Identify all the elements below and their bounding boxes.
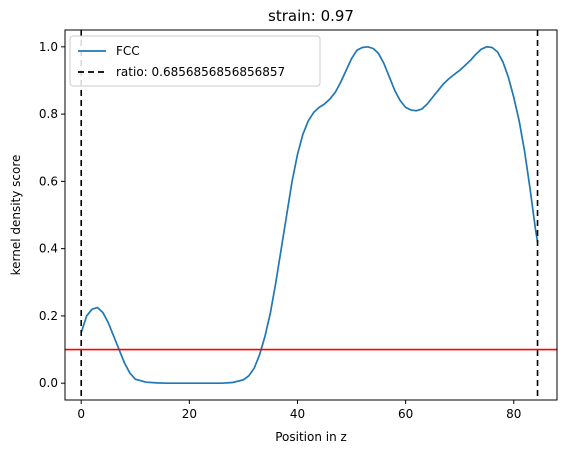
x-axis-label: Position in z [275,430,347,444]
y-tick-label: 0.2 [39,309,58,323]
series-line-fcc [80,45,539,385]
plot-data-group [65,30,557,400]
y-axis-label: kernel density score [9,155,23,276]
x-tick-label: 40 [290,407,305,421]
plot-area: 0 20 40 60 80 0.0 0.2 0.4 0.6 0.8 1.0 [39,29,558,421]
legend: FCC ratio: 0.6856856856856857 [69,35,321,87]
x-tick-label: 80 [506,407,521,421]
legend-box [69,35,321,87]
x-tick-label: 60 [398,407,413,421]
legend-label-ratio: ratio: 0.6856856856856857 [116,65,285,79]
axes-frame [64,29,558,401]
chart-title: strain: 0.97 [268,7,354,25]
x-tick-label: 0 [77,407,85,421]
y-tick-label: 1.0 [39,40,58,54]
y-tick-label: 0.0 [39,376,58,390]
x-tick-label: 20 [182,407,197,421]
y-tick-label: 0.8 [39,107,58,121]
y-tick-label: 0.6 [39,174,58,188]
legend-label-fcc: FCC [116,44,140,58]
y-tick-label: 0.4 [39,242,58,256]
